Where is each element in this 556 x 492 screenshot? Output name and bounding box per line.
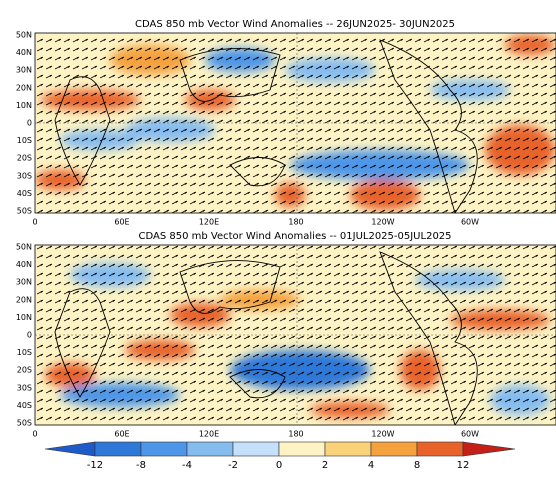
lon-label: 0 xyxy=(32,218,37,227)
colorbar-label: 8 xyxy=(414,460,420,471)
lat-label: 10S xyxy=(17,136,32,145)
lon-label: 120E xyxy=(199,430,219,439)
lat-label: 50S xyxy=(17,207,32,216)
colorbar xyxy=(44,441,516,457)
lat-label: 10S xyxy=(17,348,32,357)
lon-label: 60E xyxy=(114,430,129,439)
lon-label: 120E xyxy=(199,218,219,227)
lat-label: 50N xyxy=(16,243,32,252)
colorbar-label: 2 xyxy=(322,460,328,471)
lat-label: 40N xyxy=(16,260,32,269)
lon-label: 120W xyxy=(371,218,394,227)
lat-label: 50N xyxy=(16,31,32,40)
lon-label: 60E xyxy=(114,218,129,227)
lat-label: 20S xyxy=(17,366,32,375)
lat-label: 0 xyxy=(27,119,32,128)
colorbar-label: 0 xyxy=(276,460,282,471)
colorbar-label: -4 xyxy=(182,460,192,471)
lon-label: 60W xyxy=(461,218,479,227)
colorbar-label: -12 xyxy=(87,460,103,471)
panel-title: CDAS 850 mb Vector Wind Anomalies -- 01J… xyxy=(138,231,451,242)
lat-label: 0 xyxy=(27,331,32,340)
lon-label: 0 xyxy=(32,430,37,439)
lat-label: 30N xyxy=(16,278,32,287)
colorbar-label: -8 xyxy=(136,460,146,471)
lat-label: 30S xyxy=(17,171,32,180)
lat-label: 30S xyxy=(17,383,32,392)
lat-label: 20S xyxy=(17,154,32,163)
lat-label: 20N xyxy=(16,83,32,92)
colorbar-label: -2 xyxy=(228,460,238,471)
lon-label: 60W xyxy=(461,430,479,439)
map-frame xyxy=(34,32,556,214)
lat-label: 40S xyxy=(17,189,32,198)
lat-label: 20N xyxy=(16,295,32,304)
lat-label: 40N xyxy=(16,48,32,57)
map-panel-1 xyxy=(35,33,556,213)
colorbar-label: 12 xyxy=(457,460,470,471)
lat-label: 10N xyxy=(16,313,32,322)
lat-label: 40S xyxy=(17,401,32,410)
lat-label: 50S xyxy=(17,419,32,428)
lon-label: 180 xyxy=(288,430,303,439)
lat-label: 10N xyxy=(16,101,32,110)
lon-label: 120W xyxy=(371,430,394,439)
lon-label: 180 xyxy=(288,218,303,227)
map-panel-2 xyxy=(35,245,556,425)
map-frame xyxy=(34,244,556,426)
lat-label: 30N xyxy=(16,66,32,75)
panel-title: CDAS 850 mb Vector Wind Anomalies -- 26J… xyxy=(135,19,455,30)
colorbar-label: 4 xyxy=(368,460,374,471)
